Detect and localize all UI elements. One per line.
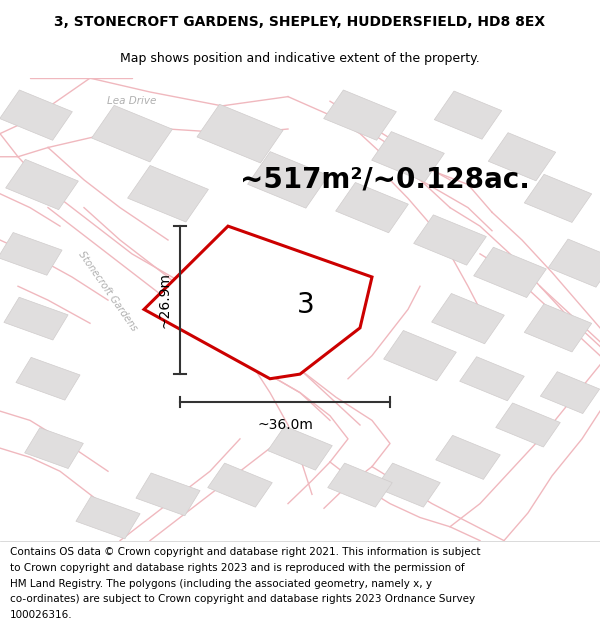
Polygon shape: [4, 298, 68, 340]
Polygon shape: [323, 90, 397, 140]
Polygon shape: [5, 159, 79, 209]
Text: 100026316.: 100026316.: [10, 610, 72, 620]
Polygon shape: [371, 132, 445, 182]
Text: 3: 3: [297, 291, 315, 319]
Polygon shape: [328, 463, 392, 507]
Polygon shape: [413, 215, 487, 265]
Polygon shape: [0, 90, 73, 140]
Polygon shape: [436, 436, 500, 479]
Polygon shape: [376, 463, 440, 507]
Text: ~36.0m: ~36.0m: [257, 418, 313, 432]
Polygon shape: [92, 106, 172, 162]
Polygon shape: [541, 372, 599, 414]
Polygon shape: [268, 426, 332, 470]
Text: ~517m²/~0.128ac.: ~517m²/~0.128ac.: [240, 166, 530, 194]
Text: to Crown copyright and database rights 2023 and is reproduced with the permissio: to Crown copyright and database rights 2…: [10, 563, 464, 573]
Text: Stonecroft Gardens: Stonecroft Gardens: [77, 249, 139, 332]
Text: Lea Drive: Lea Drive: [107, 96, 157, 106]
Polygon shape: [208, 463, 272, 507]
Text: ~26.9m: ~26.9m: [157, 272, 171, 328]
Polygon shape: [524, 174, 592, 222]
Polygon shape: [434, 91, 502, 139]
Polygon shape: [460, 357, 524, 401]
Text: Contains OS data © Crown copyright and database right 2021. This information is : Contains OS data © Crown copyright and d…: [10, 548, 480, 558]
Polygon shape: [473, 248, 547, 298]
Polygon shape: [383, 331, 457, 381]
Polygon shape: [144, 226, 372, 379]
Polygon shape: [16, 357, 80, 400]
Text: HM Land Registry. The polygons (including the associated geometry, namely x, y: HM Land Registry. The polygons (includin…: [10, 579, 431, 589]
Polygon shape: [431, 294, 505, 344]
Polygon shape: [335, 182, 409, 232]
Text: Map shows position and indicative extent of the property.: Map shows position and indicative extent…: [120, 52, 480, 65]
Polygon shape: [248, 152, 328, 208]
Polygon shape: [197, 104, 283, 163]
Polygon shape: [524, 304, 592, 352]
Polygon shape: [0, 232, 62, 275]
Polygon shape: [488, 132, 556, 181]
Polygon shape: [496, 403, 560, 447]
Text: 3, STONECROFT GARDENS, SHEPLEY, HUDDERSFIELD, HD8 8EX: 3, STONECROFT GARDENS, SHEPLEY, HUDDERSF…: [55, 15, 545, 29]
Polygon shape: [136, 473, 200, 516]
Polygon shape: [128, 166, 208, 222]
Polygon shape: [548, 239, 600, 288]
Polygon shape: [76, 496, 140, 539]
Text: co-ordinates) are subject to Crown copyright and database rights 2023 Ordnance S: co-ordinates) are subject to Crown copyr…: [10, 594, 475, 604]
Polygon shape: [25, 428, 83, 469]
